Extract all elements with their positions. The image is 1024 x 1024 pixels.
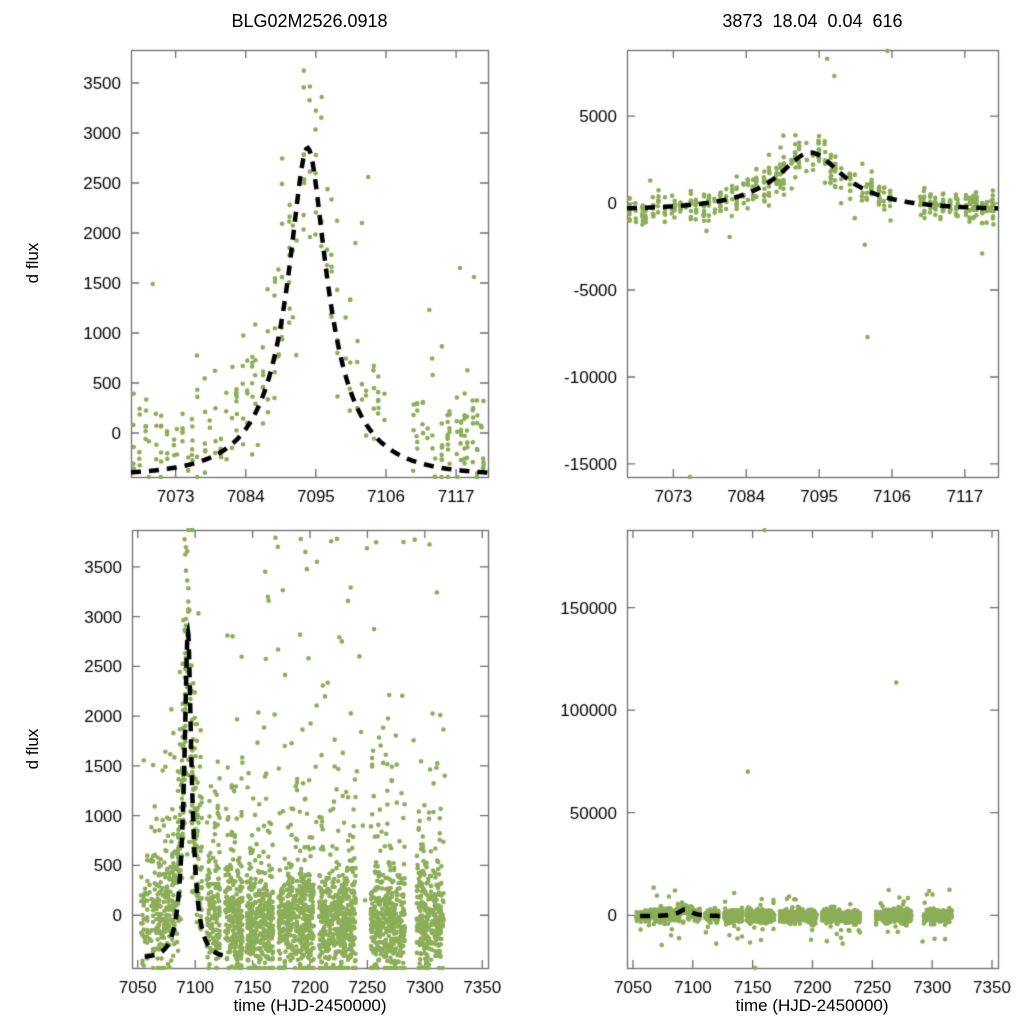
light-curve-figure: BLG02M2526.0918 3873 18.04 0.04 616 d fl… (0, 0, 1024, 1024)
scatter-plot-canvas (0, 0, 1024, 1024)
